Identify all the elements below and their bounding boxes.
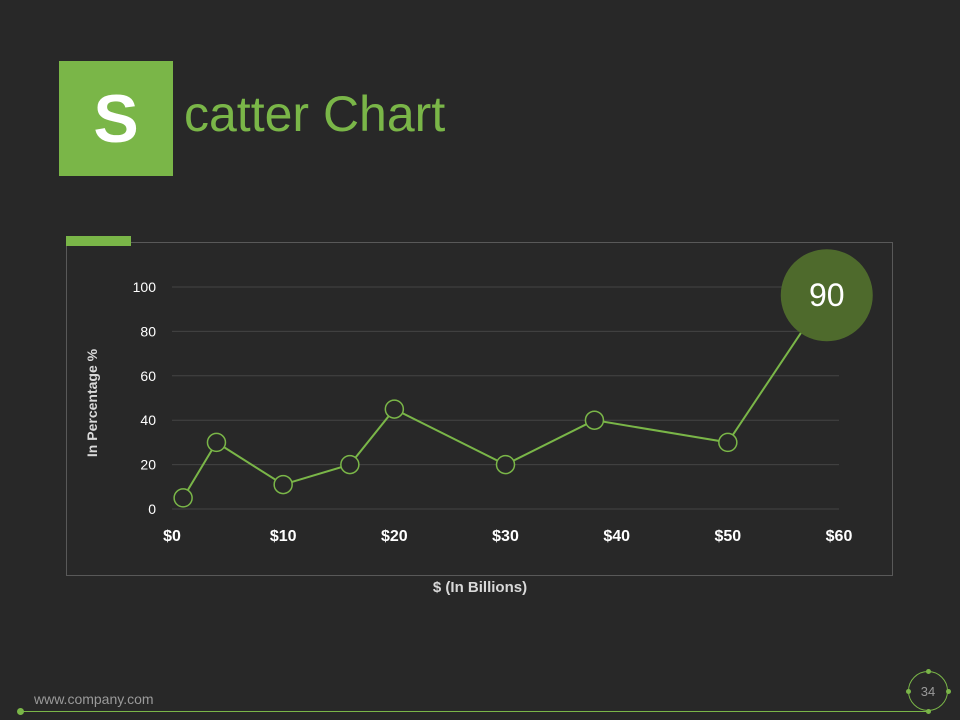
y-axis-ticks: 0 20 40 60 80 100 (133, 279, 157, 517)
data-point (584, 410, 605, 430)
highlight-value: 90 (809, 277, 845, 313)
data-point (273, 474, 293, 495)
y-tick-label: 20 (140, 457, 156, 473)
slide-title: catter Chart (184, 86, 446, 142)
x-tick-label: $20 (381, 528, 408, 545)
page-number-badge: 34 (906, 669, 951, 714)
data-point (173, 488, 193, 508)
title-initial: S (93, 80, 139, 157)
x-tick-label: $60 (826, 528, 853, 545)
footer-url: www.company.com (34, 691, 154, 707)
badge-dot-left (906, 689, 911, 694)
footer-line (20, 711, 930, 712)
data-point (206, 432, 227, 453)
title-initial-box: S (59, 61, 173, 176)
highlight-bubble (780, 249, 873, 342)
data-point (384, 399, 405, 419)
x-axis-ticks: $0 $10 $20 $30 $40 $50 $60 (163, 528, 852, 545)
y-tick-label: 0 (148, 501, 156, 517)
y-axis-title: In Percentage % (84, 348, 100, 457)
data-points (173, 299, 827, 508)
chart-accent-bar (66, 236, 131, 246)
chart-frame (66, 242, 893, 576)
data-point (718, 432, 738, 453)
highlight-annotation: 90 (780, 249, 873, 342)
data-point (495, 454, 516, 475)
page-number: 34 (920, 683, 936, 699)
data-point (340, 454, 360, 475)
x-tick-label: $50 (714, 528, 741, 545)
x-tick-label: $0 (163, 528, 181, 545)
y-tick-label: 80 (140, 323, 156, 339)
badge-dot-top (926, 669, 931, 674)
x-tick-label: $10 (270, 528, 297, 545)
badge-dot-bottom (926, 709, 931, 714)
gridlines (172, 286, 839, 510)
x-tick-label: $40 (603, 528, 630, 545)
badge-dot-right (946, 689, 951, 694)
y-tick-label: 100 (133, 279, 157, 295)
y-tick-label: 60 (140, 368, 156, 384)
x-tick-label: $30 (492, 528, 519, 545)
x-axis-title: $ (In Billions) (433, 579, 527, 596)
y-tick-label: 40 (140, 412, 156, 428)
footer-dot (17, 708, 24, 715)
